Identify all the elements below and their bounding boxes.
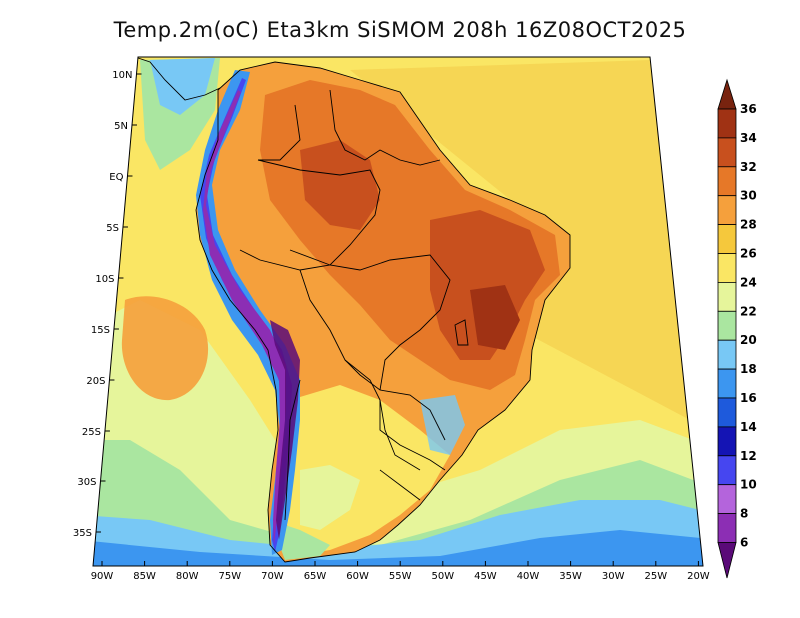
colorbar-bin: [717, 195, 737, 225]
colorbar-bin: [717, 397, 737, 428]
colorbar-label: 32: [740, 160, 757, 174]
lon-tick-label: 65W: [304, 571, 327, 582]
colorbar-bin: [717, 310, 737, 341]
colorbar: 6 8 10 12 14 16 18 20 22 24 26 28 30 32 34 36: [717, 78, 757, 579]
lon-tick-label: 55W: [389, 571, 412, 582]
lat-tick-label: 30S: [77, 477, 96, 488]
lat-tick-label: 25S: [82, 427, 101, 438]
lon-tick-label: 20W: [687, 571, 710, 582]
colorbar-label: 16: [740, 391, 757, 405]
colorbar-bin: [717, 513, 737, 543]
lon-tick-label: 50W: [431, 571, 454, 582]
colorbar-label: 14: [740, 420, 757, 434]
lon-tick-label: 70W: [261, 571, 284, 582]
colorbar-label: 10: [740, 478, 757, 492]
colorbar-bin: [717, 339, 737, 370]
colorbar-label: 36: [740, 102, 757, 116]
lon-tick-label: 75W: [218, 571, 241, 582]
colorbar-bin: [717, 108, 737, 139]
colorbar-bin: [717, 78, 737, 110]
colorbar-label: 26: [740, 247, 757, 261]
colorbar-label: 12: [740, 449, 757, 463]
colorbar-label: 34: [740, 131, 757, 145]
temperature-field: [93, 57, 703, 566]
latitude-axis: 10N 5N EQ 5S 10S 15S 20S 25S 30S 35S: [73, 70, 142, 539]
lat-tick-label: 15S: [91, 325, 110, 336]
lat-tick-label: 10N: [112, 70, 132, 81]
lon-tick-label: 35W: [559, 571, 582, 582]
colorbar-bin: [717, 281, 737, 312]
lon-tick-label: 25W: [644, 571, 667, 582]
lat-tick-label: 20S: [86, 376, 105, 387]
lat-tick-label: EQ: [109, 172, 123, 183]
colorbar-label: 18: [740, 362, 757, 376]
colorbar-bin: [717, 426, 737, 457]
colorbar-bin: [717, 224, 737, 254]
lon-tick-label: 85W: [133, 571, 156, 582]
colorbar-label: 24: [740, 275, 757, 289]
lat-tick-label: 5N: [114, 121, 128, 132]
map-title: Temp.2m(oC) Eta3km SiSMOM 208h 16Z08OCT2…: [113, 18, 687, 42]
colorbar-label: 6: [740, 536, 748, 550]
colorbar-label: 22: [740, 304, 757, 318]
lat-tick-label: 10S: [95, 274, 114, 285]
lon-tick-label: 60W: [346, 571, 369, 582]
colorbar-bin: [717, 253, 737, 283]
colorbar-label: 30: [740, 189, 757, 203]
lon-tick-label: 45W: [474, 571, 497, 582]
lon-tick-label: 40W: [517, 571, 540, 582]
colorbar-bin: [717, 368, 737, 399]
lon-tick-label: 80W: [176, 571, 199, 582]
colorbar-label: 8: [740, 507, 748, 521]
longitude-axis: 90W 85W 80W 75W 70W 65W 60W 55W 50W 45W 40W 35W 30W 2…: [91, 561, 710, 582]
colorbar-bin: [717, 166, 737, 197]
colorbar-bin: [717, 484, 737, 515]
colorbar-bin: [717, 455, 737, 486]
lat-tick-label: 35S: [73, 528, 92, 539]
colorbar-bin: [717, 542, 737, 579]
colorbar-label: 20: [740, 333, 757, 347]
lat-tick-label: 5S: [106, 223, 119, 234]
lon-tick-label: 90W: [91, 571, 114, 582]
colorbar-label: 28: [740, 218, 757, 232]
lon-tick-label: 30W: [602, 571, 625, 582]
colorbar-bin: [717, 137, 737, 168]
